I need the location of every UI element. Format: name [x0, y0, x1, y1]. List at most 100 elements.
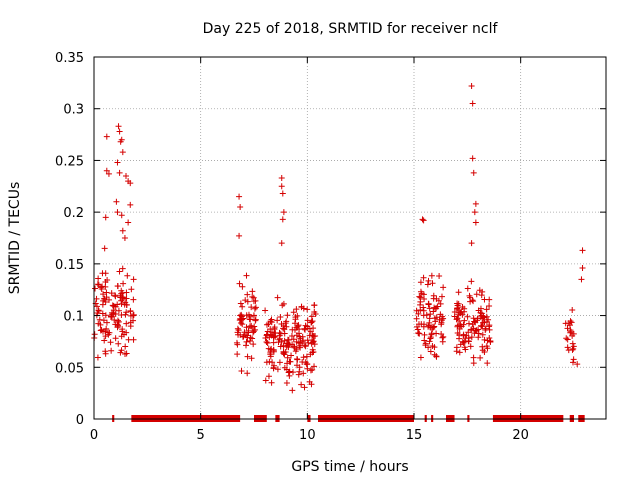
data-point — [267, 353, 274, 360]
data-point — [270, 365, 277, 372]
data-point — [244, 298, 251, 305]
data-point — [96, 316, 103, 323]
data-point — [565, 320, 572, 327]
data-point — [112, 293, 119, 300]
data-point — [470, 169, 477, 176]
data-point — [267, 326, 274, 333]
data-point — [237, 319, 244, 326]
data-point — [468, 82, 475, 89]
data-point — [293, 306, 300, 313]
data-point — [440, 315, 447, 322]
data-point — [102, 270, 109, 277]
data-point — [123, 320, 130, 327]
data-point — [119, 265, 126, 272]
data-point — [454, 300, 461, 307]
data-point — [296, 333, 303, 340]
y-tick-label: 0.2 — [63, 206, 84, 221]
data-point — [302, 343, 309, 350]
data-point — [239, 321, 246, 328]
data-point — [306, 378, 313, 385]
data-point — [103, 133, 110, 140]
data-point — [311, 363, 318, 370]
data-point — [415, 321, 422, 328]
data-point — [478, 312, 485, 319]
data-point — [116, 128, 123, 135]
data-point — [310, 325, 317, 332]
data-point — [308, 319, 315, 326]
data-point — [107, 314, 114, 321]
data-point — [486, 326, 493, 333]
data-point — [118, 347, 125, 354]
data-point — [123, 309, 130, 316]
data-point — [312, 311, 319, 318]
data-point — [123, 301, 130, 308]
data-point — [124, 272, 131, 279]
data-point — [419, 216, 426, 223]
data-point — [237, 312, 244, 319]
data-point — [290, 309, 297, 316]
data-point — [420, 312, 427, 319]
data-point — [249, 288, 256, 295]
data-point — [94, 281, 101, 288]
axis-ticks — [93, 56, 606, 420]
data-point — [479, 331, 486, 338]
data-point — [309, 349, 316, 356]
data-point — [574, 361, 581, 368]
data-point — [277, 343, 284, 350]
data-point — [127, 307, 134, 314]
data-point — [417, 354, 424, 361]
data-point — [123, 172, 129, 179]
data-point — [237, 300, 244, 307]
data-point — [567, 329, 574, 336]
data-point — [564, 344, 571, 351]
data-point — [102, 214, 109, 221]
data-point — [438, 293, 445, 300]
data-point — [286, 372, 293, 379]
data-point — [438, 321, 445, 328]
data-point — [125, 219, 132, 226]
data-point — [239, 303, 246, 310]
data-point — [307, 367, 314, 374]
data-point — [268, 379, 275, 386]
data-point — [564, 336, 571, 343]
data-point — [95, 275, 102, 282]
data-point — [292, 316, 299, 323]
data-point — [236, 232, 243, 239]
data-point — [293, 362, 300, 369]
data-point — [118, 212, 125, 219]
data-point — [479, 343, 486, 350]
data-point — [263, 331, 270, 338]
data-point — [420, 274, 427, 281]
data-point — [234, 351, 241, 358]
data-point — [487, 338, 494, 345]
data-point — [302, 326, 309, 333]
data-point — [469, 155, 476, 162]
data-point — [244, 291, 251, 298]
data-point — [461, 344, 468, 351]
data-point — [118, 297, 125, 304]
data-point — [459, 303, 466, 310]
data-point — [281, 364, 288, 371]
data-point — [436, 316, 443, 323]
data-point — [279, 190, 286, 197]
data-point — [116, 268, 123, 275]
data-point — [426, 319, 433, 326]
data-point — [570, 345, 577, 352]
data-point — [109, 302, 116, 309]
data-point — [244, 332, 251, 339]
data-point — [569, 340, 576, 347]
data-point — [120, 280, 127, 287]
data-point — [275, 339, 282, 346]
x-tick-label: 20 — [512, 428, 529, 443]
data-point — [424, 281, 431, 288]
data-point — [268, 332, 275, 339]
data-point — [472, 219, 479, 226]
data-point — [268, 345, 275, 352]
data-point — [114, 324, 121, 331]
data-point — [464, 285, 471, 292]
data-point — [103, 289, 110, 296]
data-point — [280, 300, 287, 307]
data-point — [289, 387, 296, 394]
data-point — [243, 342, 250, 349]
